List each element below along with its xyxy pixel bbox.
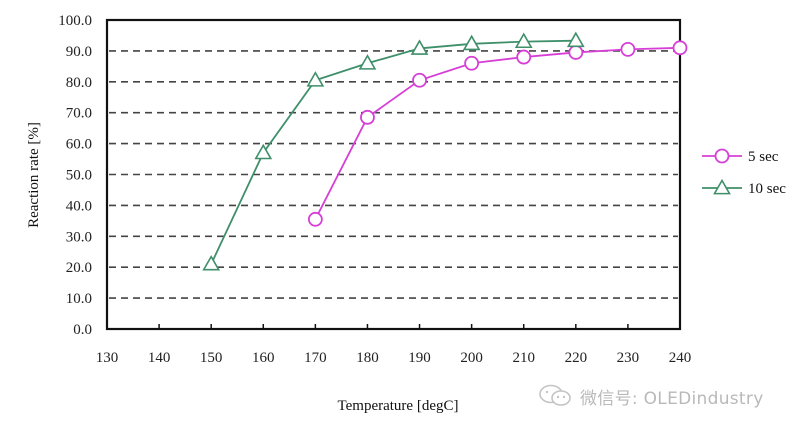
y-tick-label: 30.0 xyxy=(66,229,92,245)
y-tick-label: 70.0 xyxy=(66,106,92,122)
triangle-marker-icon xyxy=(358,54,377,70)
watermark: 微信号: OLEDindustry xyxy=(538,383,764,409)
x-tick-label: 240 xyxy=(669,350,692,366)
triangle-marker-icon xyxy=(713,178,731,195)
x-tick-label: 160 xyxy=(252,350,275,366)
plot-area xyxy=(105,18,682,331)
circle-marker-icon xyxy=(464,55,480,71)
x-tick-label: 140 xyxy=(148,350,171,366)
y-tick-label: 50.0 xyxy=(66,168,92,184)
x-tick-label: 170 xyxy=(304,350,327,366)
series-5-sec xyxy=(307,40,688,227)
series-10-sec xyxy=(202,31,585,271)
circle-marker-icon xyxy=(412,72,427,88)
x-tick-label: 210 xyxy=(512,350,535,366)
x-axis-title: Temperature [degC] xyxy=(338,398,459,414)
circle-marker-icon xyxy=(307,211,323,227)
y-tick-label: 10.0 xyxy=(66,291,92,307)
x-tick-label: 230 xyxy=(617,350,640,366)
circle-marker-icon xyxy=(360,109,375,125)
y-tick-label: 80.0 xyxy=(66,75,92,91)
x-tick-label: 180 xyxy=(356,350,379,366)
wechat-icon xyxy=(539,384,571,406)
data-series xyxy=(202,31,688,271)
triangle-marker-icon xyxy=(254,143,273,160)
legend: 5 sec 10 sec xyxy=(702,148,786,197)
x-axis: 130 140 150 160 170 180 190 200 210 220 230 240 xyxy=(96,324,692,366)
x-tick-label: 200 xyxy=(460,350,483,366)
series-line xyxy=(210,39,576,265)
y-tick-label: 40.0 xyxy=(66,198,92,214)
circle-marker-icon xyxy=(516,49,532,65)
y-tick-label: 90.0 xyxy=(66,44,92,60)
triangle-marker-icon xyxy=(202,254,221,271)
legend-item: 5 sec xyxy=(702,148,779,165)
y-axis: 0.0 10.0 20.0 30.0 40.0 50.0 60.0 70.0 80.0 90.0 1… xyxy=(58,13,92,338)
y-axis-title: Reaction rate [%] xyxy=(26,122,42,228)
circle-marker-icon xyxy=(568,45,584,60)
triangle-marker-icon xyxy=(306,71,325,87)
y-tick-label: 20.0 xyxy=(66,260,92,276)
x-tick-label: 150 xyxy=(200,350,223,366)
y-tick-label: 0.0 xyxy=(73,322,92,338)
y-tick-label: 60.0 xyxy=(66,137,92,153)
x-tick-label: 130 xyxy=(96,350,119,366)
triangle-marker-icon xyxy=(566,31,585,48)
circle-marker-icon xyxy=(620,41,636,57)
y-tick-label: 100.0 xyxy=(58,13,92,29)
grid-lines xyxy=(109,50,678,299)
circle-marker-icon xyxy=(672,40,688,56)
series-line xyxy=(314,46,681,220)
x-tick-label: 220 xyxy=(565,350,588,366)
legend-label: 10 sec xyxy=(748,181,786,197)
triangle-marker-icon xyxy=(514,32,533,49)
triangle-marker-icon xyxy=(462,34,481,51)
circle-marker-icon xyxy=(714,148,730,164)
legend-item: 10 sec xyxy=(702,178,786,197)
legend-label: 5 sec xyxy=(748,149,779,165)
x-tick-label: 190 xyxy=(408,350,431,366)
triangle-marker-icon xyxy=(410,39,429,55)
watermark-text: 微信号: OLEDindustry xyxy=(580,388,764,409)
